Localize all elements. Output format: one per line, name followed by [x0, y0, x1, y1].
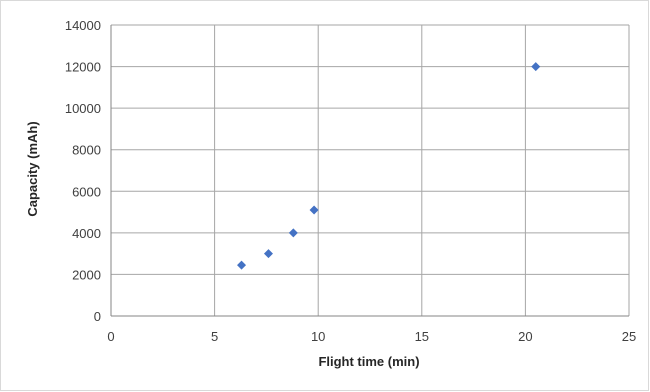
x-axis-title: Flight time (min): [318, 354, 419, 369]
y-axis-title: Capacity (mAh): [25, 121, 40, 216]
y-tick-label: 0: [94, 309, 101, 324]
x-tick-label: 0: [107, 329, 114, 344]
data-point: [237, 260, 247, 270]
x-tick-label: 25: [622, 329, 636, 344]
data-point: [531, 62, 541, 72]
y-tick-label: 10000: [65, 101, 101, 116]
x-tick-label: 5: [211, 329, 218, 344]
y-tick-label: 4000: [72, 226, 101, 241]
gridlines: [110, 24, 630, 317]
axes: [110, 25, 629, 317]
y-tick-label: 2000: [72, 267, 101, 282]
x-tick-label: 15: [415, 329, 429, 344]
y-tick-label: 14000: [65, 18, 101, 33]
y-tick-labels: 0 2000 4000 6000 8000 10000 12000 14000: [65, 18, 101, 324]
x-tick-label: 10: [311, 329, 325, 344]
y-tick-label: 8000: [72, 143, 101, 158]
y-tick-label: 12000: [65, 60, 101, 75]
x-tick-labels: 0 5 10 15 20 25: [107, 329, 636, 344]
data-point: [263, 249, 273, 259]
y-tick-label: 6000: [72, 184, 101, 199]
x-tick-label: 20: [518, 329, 532, 344]
data-point: [309, 205, 319, 215]
data-point: [288, 228, 298, 238]
data-points: [237, 62, 541, 270]
